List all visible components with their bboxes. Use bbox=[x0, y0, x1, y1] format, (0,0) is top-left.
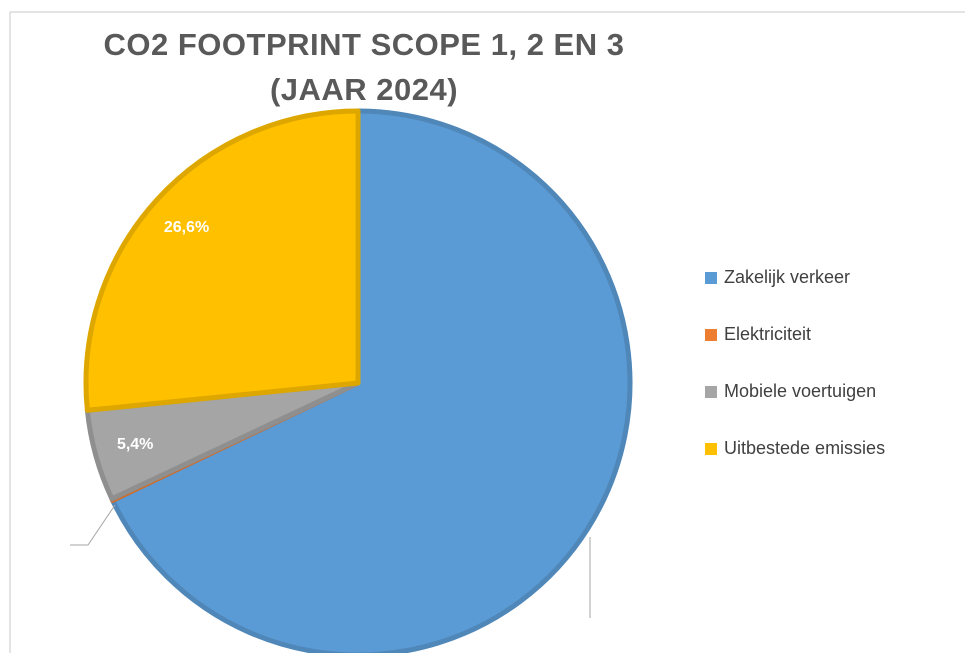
pie-slice bbox=[83, 108, 361, 413]
leader-line bbox=[70, 504, 116, 546]
legend-label: Uitbestede emissies bbox=[724, 438, 885, 458]
legend-label: Zakelijk verkeer bbox=[724, 267, 850, 287]
legend-swatch bbox=[705, 443, 717, 455]
legend-label: Elektriciteit bbox=[724, 324, 811, 344]
legend-swatch bbox=[705, 272, 717, 284]
slice-border bbox=[83, 108, 361, 413]
data-label: 5,4% bbox=[117, 436, 153, 453]
pie bbox=[83, 108, 633, 653]
legend-swatch bbox=[705, 386, 717, 398]
pie-slice bbox=[110, 108, 633, 653]
legend-swatch bbox=[705, 329, 717, 341]
chart-title: CO2 FOOTPRINT SCOPE 1, 2 EN 3 bbox=[104, 27, 625, 62]
slice-border bbox=[110, 108, 633, 653]
legend-label: Mobiele voertuigen bbox=[724, 381, 876, 401]
chart-title: (JAAR 2024) bbox=[270, 72, 458, 107]
data-label: 26,6% bbox=[164, 219, 209, 236]
